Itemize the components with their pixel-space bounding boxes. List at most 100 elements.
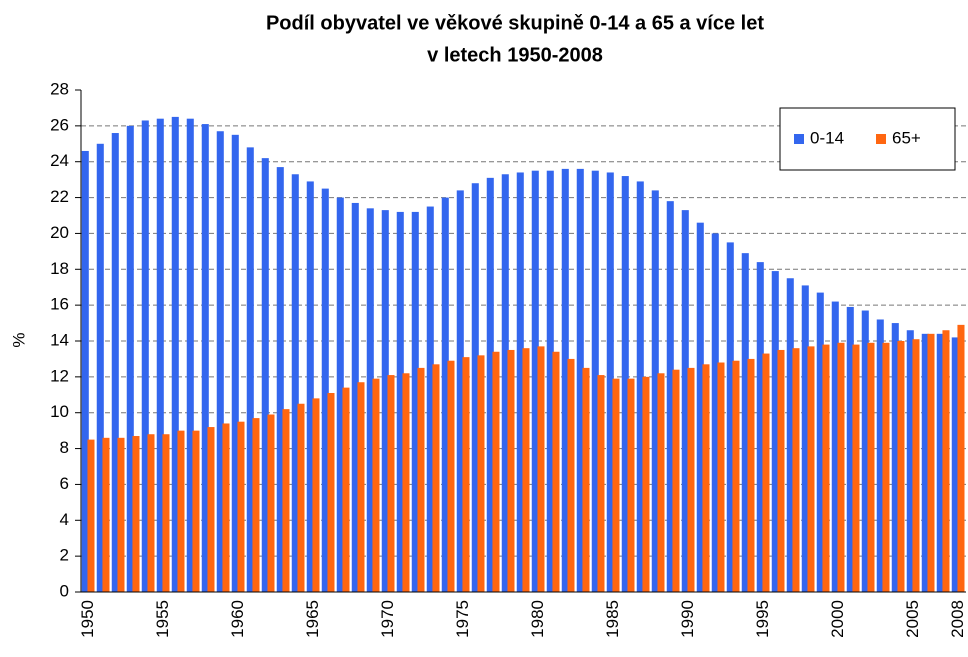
bar: [702, 364, 710, 592]
bar: [711, 233, 719, 592]
bar: [882, 342, 890, 592]
y-tick-label: 20: [50, 223, 69, 242]
bar: [912, 339, 920, 592]
bar: [816, 292, 824, 592]
y-tick-label: 14: [50, 330, 69, 349]
bar: [102, 437, 110, 592]
legend-box: [779, 107, 956, 171]
bar: [396, 211, 404, 592]
bar: [222, 423, 230, 592]
bar: [606, 172, 614, 592]
bar: [792, 348, 800, 592]
bar: [786, 278, 794, 592]
bar: [441, 197, 449, 593]
bar: [291, 174, 299, 592]
bar: [576, 168, 584, 592]
bar: [456, 190, 464, 592]
bar: [636, 181, 644, 592]
bar: [927, 333, 935, 592]
bar: [486, 177, 494, 592]
bar: [696, 222, 704, 592]
bar: [687, 367, 695, 592]
bar: [417, 367, 425, 592]
bar: [891, 323, 899, 592]
bar: [681, 210, 689, 592]
y-tick-label: 2: [60, 546, 69, 565]
legend-swatch: [794, 134, 804, 144]
y-tick-label: 24: [50, 151, 69, 170]
bar: [171, 116, 179, 593]
bar: [726, 242, 734, 592]
bar: [837, 342, 845, 592]
bar: [561, 168, 569, 592]
bar: [621, 176, 629, 593]
bar: [201, 124, 209, 593]
bar: [432, 364, 440, 592]
legend-label: 0-14: [810, 128, 844, 147]
bar: [507, 349, 515, 592]
x-tick-label: 1980: [528, 600, 547, 638]
bar: [801, 285, 809, 592]
bar: [582, 367, 590, 592]
y-tick-label: 0: [60, 581, 69, 600]
bar: [156, 118, 164, 592]
bar: [546, 170, 554, 592]
bar: [426, 206, 434, 593]
bar: [846, 306, 854, 592]
bar: [336, 197, 344, 593]
bar: [591, 170, 599, 592]
bar: [177, 430, 185, 592]
bar: [357, 382, 365, 592]
y-tick-label: 8: [60, 438, 69, 457]
x-tick-label: 1995: [753, 600, 772, 638]
x-tick-label: 1985: [603, 600, 622, 638]
x-tick-label: 2008: [948, 600, 967, 638]
bar: [237, 421, 245, 592]
bar: [552, 351, 560, 592]
bar: [282, 409, 290, 592]
bar: [831, 301, 839, 592]
bar: [867, 342, 875, 592]
y-tick-label: 6: [60, 474, 69, 493]
bar: [522, 348, 530, 592]
bar: [906, 330, 914, 592]
y-tick-label: 12: [50, 366, 69, 385]
bar: [252, 418, 260, 592]
bar: [81, 150, 89, 592]
bar: [627, 378, 635, 592]
bar: [117, 437, 125, 592]
bar: [276, 167, 284, 593]
x-tick-label: 1975: [453, 600, 472, 638]
chart-title: v letech 1950-2008: [427, 44, 603, 66]
bar: [261, 158, 269, 592]
bar: [267, 414, 275, 592]
y-tick-label: 16: [50, 295, 69, 314]
y-tick-label: 18: [50, 259, 69, 278]
bar: [126, 125, 134, 592]
bar: [381, 210, 389, 592]
bar: [321, 188, 329, 592]
bar: [447, 360, 455, 592]
bar: [936, 333, 944, 592]
bar: [162, 434, 170, 592]
chart-title: Podíl obyvatel ve věkové skupině 0-14 a …: [266, 12, 764, 34]
bar: [756, 262, 764, 592]
y-tick-label: 26: [50, 115, 69, 134]
bar: [402, 373, 410, 592]
bar: [762, 353, 770, 592]
bar: [642, 376, 650, 592]
bar: [852, 344, 860, 592]
bar: [246, 147, 254, 592]
x-tick-label: 1955: [153, 600, 172, 638]
x-tick-label: 1950: [78, 600, 97, 638]
bar: [951, 337, 959, 592]
bar: [942, 330, 950, 592]
bar: [567, 358, 575, 592]
bar: [612, 378, 620, 592]
bar: [921, 333, 929, 592]
bar: [651, 190, 659, 592]
x-tick-label: 1970: [378, 600, 397, 638]
bar: [666, 201, 674, 592]
y-tick-label: 10: [50, 402, 69, 421]
bar: [477, 355, 485, 592]
